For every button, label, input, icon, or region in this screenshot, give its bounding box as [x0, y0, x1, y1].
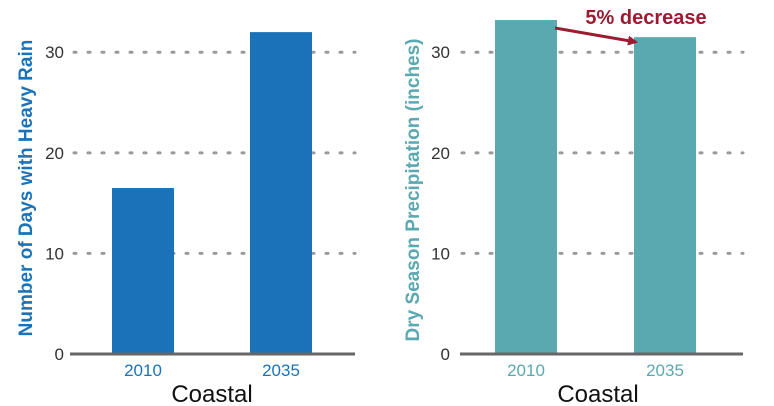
bar-2035 — [250, 32, 312, 354]
chart-right-grid — [460, 50, 745, 255]
bar-2010 — [112, 188, 174, 354]
x-tick-label: 2010 — [507, 361, 545, 380]
y-tick-label: 0 — [55, 345, 64, 364]
x-tick-label: 2010 — [124, 361, 162, 380]
chart-left-x-ticks: 2010 2035 — [124, 361, 300, 380]
chart-right-x-ticks: 2010 2035 — [507, 361, 684, 380]
annotation-arrow — [554, 26, 638, 46]
chart-right: 0 10 20 30 2010 2035 Coastal Dry Season Prec… — [403, 7, 745, 406]
chart-left-y-ticks: 0 10 20 30 — [45, 43, 64, 364]
chart-left-grid — [72, 50, 357, 255]
chart-left-ylabel: Number of Days with Heavy Rain — [16, 40, 37, 337]
chart-right-y-ticks: 0 10 20 30 — [431, 43, 450, 364]
annotation-label: 5% decrease — [585, 7, 706, 29]
y-tick-label: 20 — [45, 144, 64, 163]
y-tick-label: 10 — [45, 244, 64, 263]
x-tick-label: 2035 — [262, 361, 300, 380]
bar-2010 — [495, 20, 557, 354]
chart-left: 0 10 20 30 2010 2035 Coastal Number of Days … — [16, 32, 357, 406]
x-tick-label: 2035 — [646, 361, 684, 380]
chart-left-bars — [112, 32, 312, 354]
y-tick-label: 30 — [431, 43, 450, 62]
y-tick-label: 10 — [431, 244, 450, 263]
chart-right-ylabel: Dry Season Precipitation (inches) — [403, 38, 424, 341]
y-tick-label: 20 — [431, 144, 450, 163]
chart-left-xlabel: Coastal — [171, 381, 252, 406]
chart-right-bars — [495, 20, 696, 354]
chart-right-xlabel: Coastal — [557, 381, 638, 406]
bar-2035 — [634, 37, 696, 354]
y-tick-label: 30 — [45, 43, 64, 62]
y-tick-label: 0 — [441, 345, 450, 364]
